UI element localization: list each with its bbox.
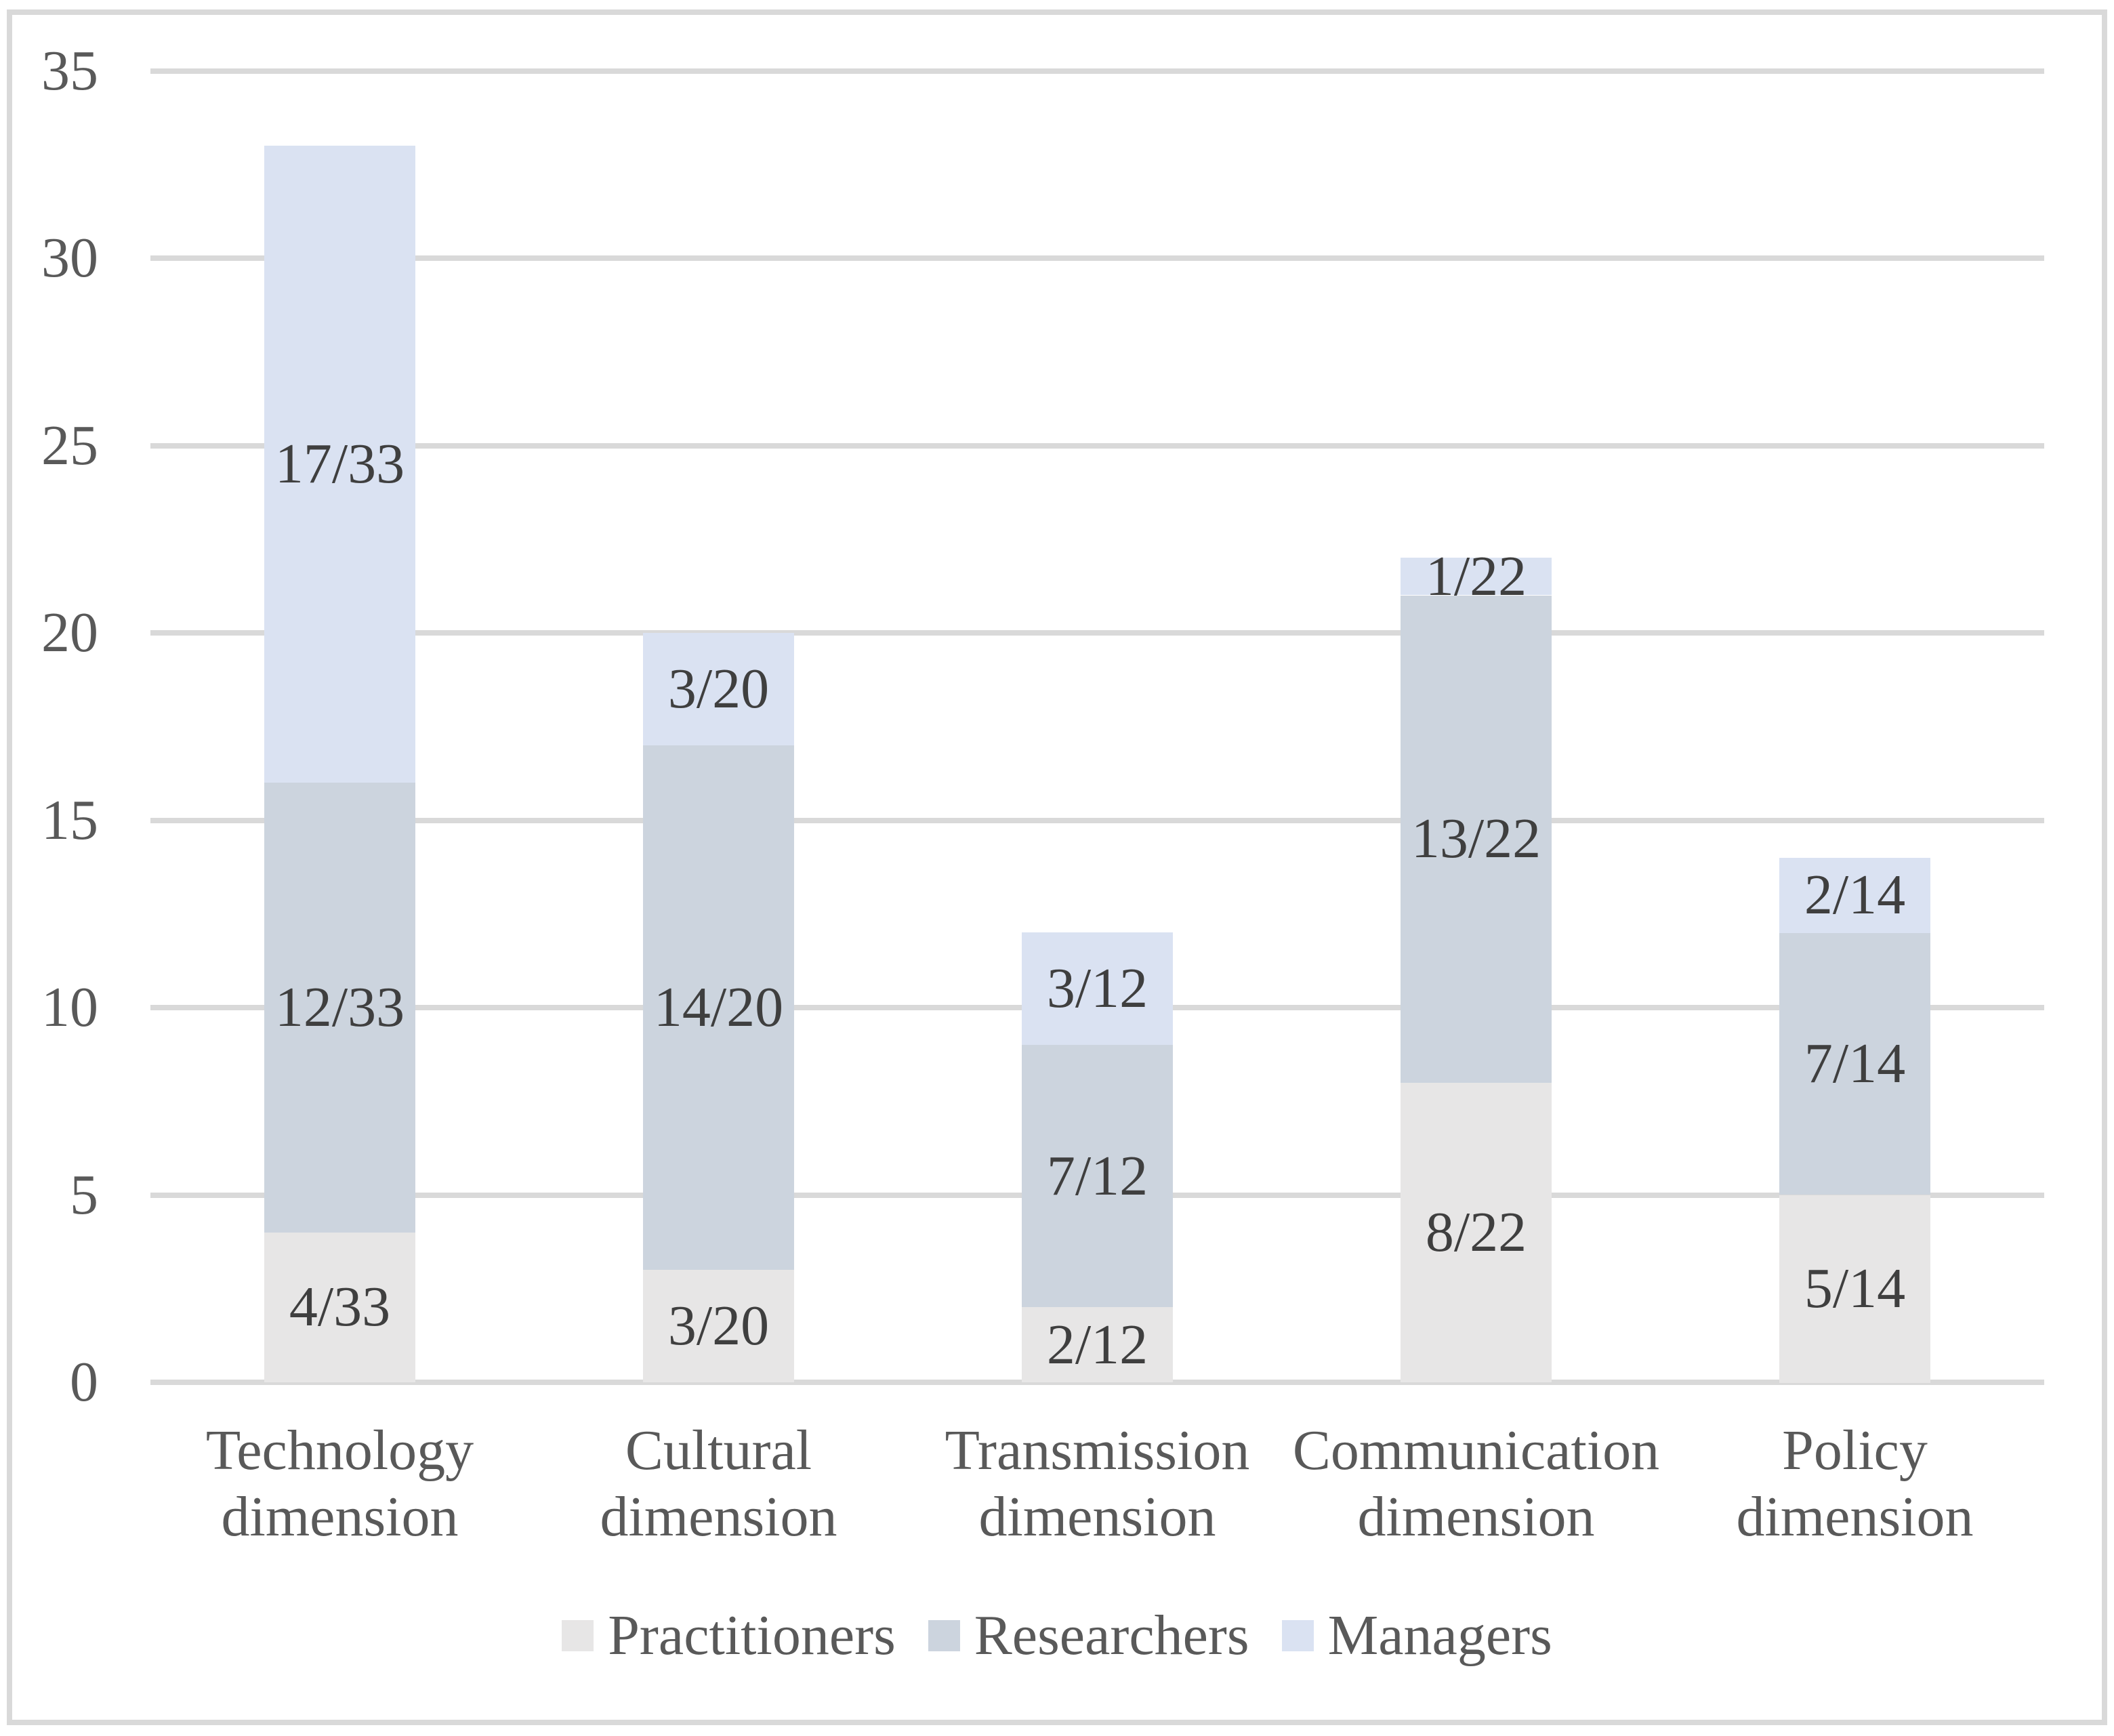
bar-segment-managers-policy: [1779, 858, 1930, 933]
legend-item-managers: Managers: [1281, 1604, 1552, 1667]
category-label-line: dimension: [221, 1485, 459, 1548]
bar-segment-managers-cultural: [643, 633, 794, 745]
category-label-line: dimension: [1357, 1485, 1595, 1548]
bar-segment-practitioners-cultural: [643, 1270, 794, 1382]
category-label-technology: Technology dimension: [150, 1418, 529, 1550]
legend-swatch-practitioners: [562, 1620, 594, 1651]
chart-legend: Practitioners Researchers Managers: [0, 1604, 2114, 1667]
y-tick-label-15: 15: [41, 789, 98, 852]
bar-segment-managers-transmission: [1022, 932, 1173, 1045]
category-label-line: dimension: [600, 1485, 837, 1548]
category-label-line: Policy: [1782, 1419, 1928, 1482]
legend-item-researchers: Researchers: [928, 1604, 1249, 1667]
y-tick-label-5: 5: [70, 1163, 98, 1226]
data-label-researchers-policy: 7/14: [1804, 1032, 1906, 1095]
data-label-practitioners-policy: 5/14: [1804, 1257, 1906, 1320]
chart-border-frame: [7, 9, 2107, 1725]
gridline-15: [150, 818, 2044, 823]
category-label-line: Transmission: [945, 1419, 1250, 1482]
category-label-cultural: Cultural dimension: [529, 1418, 908, 1550]
y-tick-label-20: 20: [41, 601, 98, 664]
data-label-researchers-transmission: 7/12: [1046, 1144, 1148, 1207]
legend-swatch-researchers: [928, 1620, 960, 1651]
legend-label-researchers: Researchers: [974, 1604, 1249, 1667]
legend-label-managers: Managers: [1327, 1604, 1552, 1667]
legend-item-practitioners: Practitioners: [562, 1604, 896, 1667]
category-label-line: dimension: [1736, 1485, 1974, 1548]
y-tick-label-30: 30: [41, 226, 98, 289]
bar-segment-researchers-technology: [264, 783, 415, 1233]
bar-segment-practitioners-technology: [264, 1233, 415, 1382]
gridline-20: [150, 630, 2044, 636]
category-label-line: Cultural: [625, 1419, 812, 1482]
legend-swatch-managers: [1281, 1620, 1314, 1651]
gridline-25: [150, 443, 2044, 449]
data-label-practitioners-technology: 4/33: [289, 1275, 391, 1338]
bar-segment-managers-technology: [264, 146, 415, 783]
y-tick-label-0: 0: [70, 1350, 98, 1413]
bar-segment-researchers-policy: [1779, 932, 1930, 1195]
y-tick-label-10: 10: [41, 976, 98, 1039]
y-tick-label-35: 35: [41, 39, 98, 102]
gridline-35: [150, 68, 2044, 74]
category-label-policy: Policy dimension: [1665, 1418, 2044, 1550]
category-label-line: dimension: [978, 1485, 1216, 1548]
bar-segment-managers-communication: [1401, 558, 1552, 595]
data-label-managers-technology: 17/33: [274, 432, 405, 495]
data-label-researchers-cultural: 14/20: [653, 976, 784, 1039]
gridline-0: [150, 1380, 2044, 1385]
data-label-managers-cultural: 3/20: [667, 657, 770, 720]
category-label-transmission: Transmission dimension: [908, 1418, 1287, 1550]
y-tick-label-25: 25: [41, 414, 98, 477]
bar-segment-researchers-transmission: [1022, 1045, 1173, 1307]
category-label-communication: Communication dimension: [1287, 1418, 1665, 1550]
data-label-practitioners-cultural: 3/20: [667, 1294, 770, 1357]
data-label-managers-transmission: 3/12: [1046, 957, 1148, 1020]
data-label-practitioners-communication: 8/22: [1425, 1201, 1527, 1264]
data-label-researchers-technology: 12/33: [274, 976, 405, 1039]
bar-segment-practitioners-communication: [1401, 1083, 1552, 1382]
data-label-practitioners-transmission: 2/12: [1046, 1313, 1148, 1376]
category-label-line: Communication: [1292, 1419, 1660, 1482]
data-label-managers-communication: 1/22: [1425, 545, 1527, 608]
bar-segment-practitioners-transmission: [1022, 1307, 1173, 1382]
data-label-researchers-communication: 13/22: [1411, 807, 1541, 870]
category-label-line: Technology: [205, 1419, 474, 1482]
legend-label-practitioners: Practitioners: [608, 1604, 896, 1667]
bar-segment-researchers-cultural: [643, 745, 794, 1270]
bar-segment-researchers-communication: [1401, 596, 1552, 1083]
bar-segment-practitioners-policy: [1779, 1195, 1930, 1383]
gridline-30: [150, 255, 2044, 261]
data-label-managers-policy: 2/14: [1804, 863, 1906, 926]
